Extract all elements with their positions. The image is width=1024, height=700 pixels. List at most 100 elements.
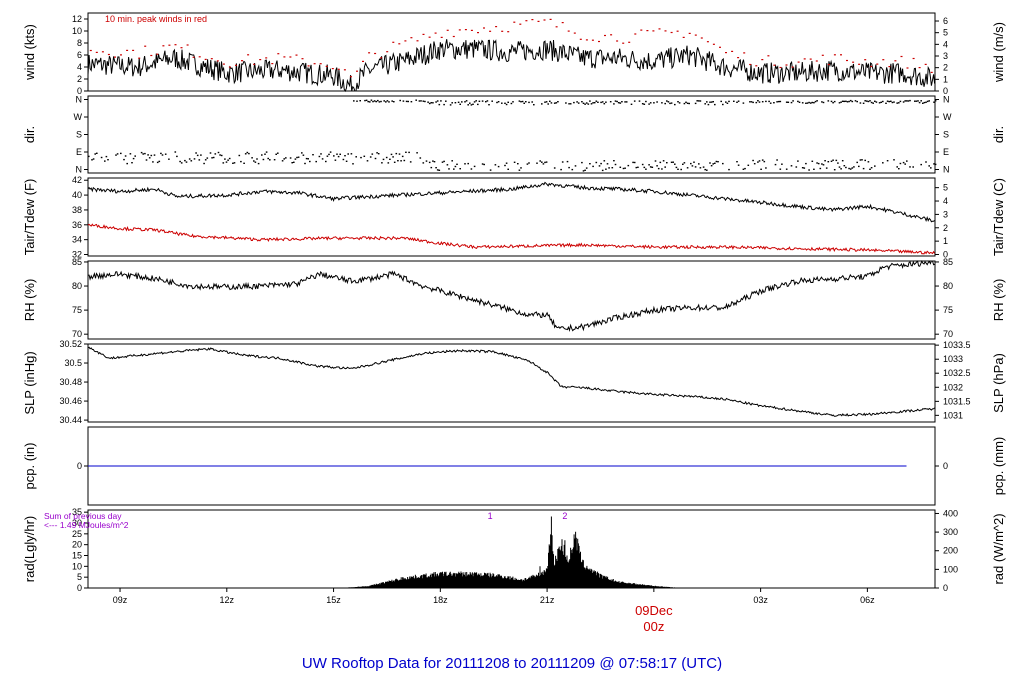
direction-point <box>377 153 380 155</box>
direction-point <box>821 163 823 165</box>
direction-point <box>198 159 201 161</box>
direction-point <box>302 154 305 156</box>
direction-point <box>214 153 217 155</box>
direction-point <box>510 102 513 105</box>
direction-point <box>325 160 327 163</box>
peak-point <box>138 57 141 59</box>
direction-point <box>875 101 878 103</box>
peak-point <box>168 44 171 46</box>
peak-point <box>349 76 352 78</box>
left-tick-label: 30.5 <box>64 358 82 368</box>
direction-point <box>232 162 234 164</box>
peak-point <box>253 63 256 65</box>
direction-point <box>606 163 609 165</box>
direction-point <box>933 101 935 103</box>
direction-point <box>531 101 533 103</box>
direction-point <box>709 101 711 103</box>
direction-point <box>685 101 687 103</box>
direction-point <box>120 152 122 155</box>
direction-point <box>196 154 199 157</box>
direction-point <box>817 162 820 165</box>
direction-point <box>305 157 308 160</box>
right-tick-label: 1032 <box>943 382 963 392</box>
right-tick-label: S <box>943 130 949 140</box>
direction-point <box>638 100 641 102</box>
direction-point <box>816 162 818 164</box>
direction-point <box>420 100 422 102</box>
direction-point <box>291 162 293 164</box>
direction-point <box>830 100 833 103</box>
left-tick-label: 30.48 <box>59 377 82 387</box>
right-tick-label: 1 <box>943 74 948 84</box>
direction-point <box>841 100 844 102</box>
peak-point <box>222 63 225 65</box>
direction-point <box>366 160 369 162</box>
direction-point <box>557 101 559 103</box>
direction-point <box>339 153 341 155</box>
direction-point <box>464 101 466 103</box>
direction-point <box>428 161 431 164</box>
direction-point <box>856 161 858 164</box>
direction-point <box>757 100 759 102</box>
series-direction <box>88 99 937 172</box>
peak-point <box>930 71 933 73</box>
direction-point <box>273 159 276 161</box>
peak-point <box>833 54 836 56</box>
direction-point <box>100 156 103 159</box>
peak-point <box>852 61 855 63</box>
direction-point <box>569 103 572 105</box>
direction-point <box>907 100 910 102</box>
direction-point <box>611 167 614 169</box>
peak-point <box>525 20 528 22</box>
direction-point <box>228 157 231 160</box>
direction-point <box>909 166 911 168</box>
direction-point <box>545 161 548 163</box>
direction-point <box>544 161 546 164</box>
peak-point <box>114 56 116 58</box>
direction-point <box>277 152 279 154</box>
direction-point <box>448 168 450 170</box>
direction-point <box>893 159 895 161</box>
peak-point <box>283 56 286 58</box>
direction-point <box>353 100 355 102</box>
right-tick-label: 200 <box>943 546 958 556</box>
peak-point <box>519 23 522 25</box>
direction-point <box>281 160 284 162</box>
peak-point <box>483 27 485 29</box>
direction-point <box>454 102 457 104</box>
peak-point <box>501 30 504 32</box>
peak-point <box>791 66 794 68</box>
peak-point <box>265 57 268 59</box>
direction-point <box>597 101 599 103</box>
direction-point <box>717 161 719 163</box>
right-tick-label: 4 <box>943 196 948 206</box>
direction-point <box>370 99 373 101</box>
direction-point <box>246 151 249 154</box>
direction-point <box>643 166 646 169</box>
direction-point <box>928 165 930 167</box>
direction-point <box>702 166 705 168</box>
direction-point <box>712 163 714 165</box>
peak-point <box>676 30 679 32</box>
peak-point <box>719 46 721 48</box>
direction-point <box>736 101 738 103</box>
right-tick-label: 1 <box>943 236 948 246</box>
direction-point <box>565 102 567 104</box>
direction-point <box>536 162 538 164</box>
direction-point <box>497 165 500 168</box>
direction-point <box>662 160 665 162</box>
panel-frame <box>87 343 936 423</box>
direction-point <box>293 161 295 163</box>
direction-point <box>549 100 551 102</box>
chart-title: UW Rooftop Data for 20111208 to 20111209… <box>302 655 722 672</box>
x-tick-label: 06z <box>860 595 875 605</box>
peak-point <box>144 45 147 47</box>
peak-point <box>628 41 631 43</box>
peak-point <box>241 60 243 62</box>
direction-point <box>164 153 167 155</box>
direction-point <box>418 100 421 102</box>
direction-point <box>790 101 793 104</box>
direction-point <box>424 100 426 103</box>
direction-point <box>469 102 471 104</box>
